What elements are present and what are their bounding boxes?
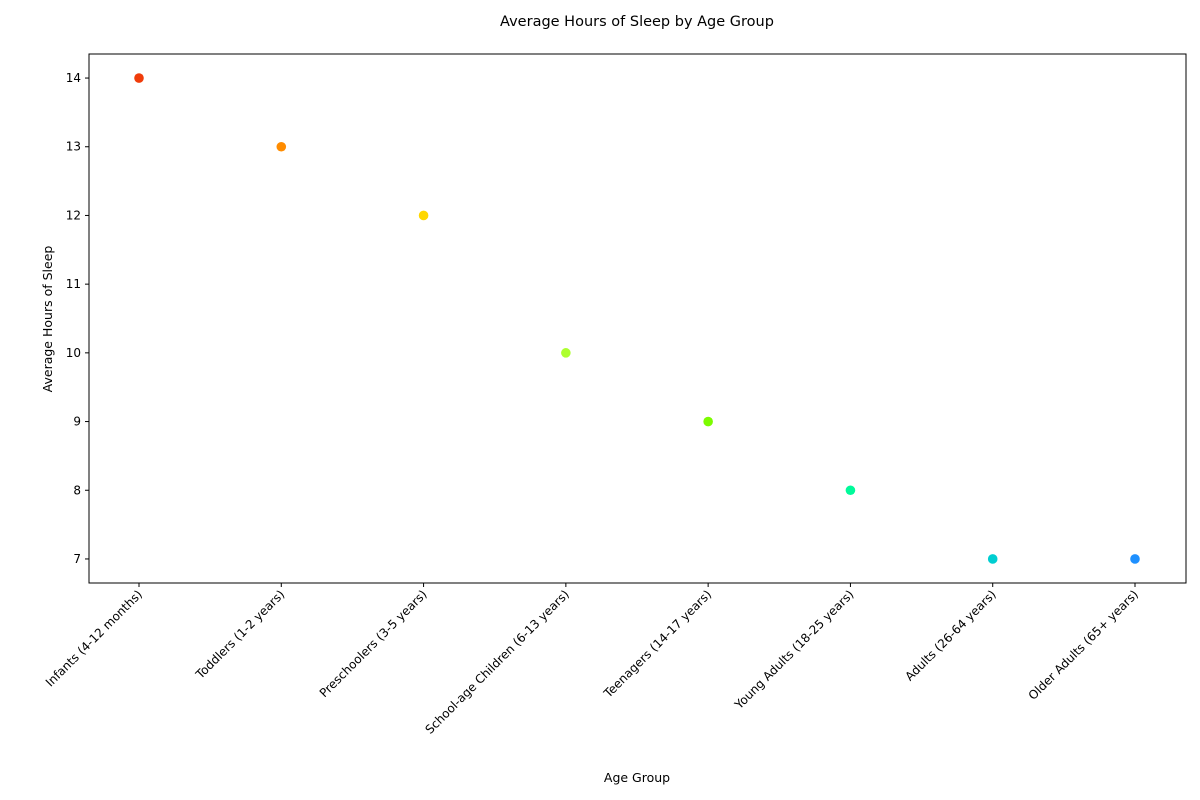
y-tick-label: 8: [73, 483, 81, 497]
y-tick-label: 13: [66, 140, 81, 154]
y-axis: 7 8 9 10 11 12 13 14: [66, 71, 89, 566]
y-tick-label: 7: [73, 552, 81, 566]
data-point: [134, 73, 144, 83]
data-point: [1130, 554, 1140, 564]
plot-frame: [88, 53, 1187, 584]
chart-title: Average Hours of Sleep by Age Group: [500, 14, 774, 30]
x-tick-label: Teenagers (14-17 years): [600, 587, 714, 701]
y-tick-label: 11: [66, 277, 81, 291]
y-tick-label: 14: [66, 71, 81, 85]
x-tick-label: Toddlers (1-2 years): [192, 587, 287, 682]
data-points: [134, 73, 1140, 564]
x-tick-label: Infants (4-12 months): [43, 587, 145, 689]
data-point: [845, 485, 856, 496]
data-point: [418, 210, 429, 221]
data-point: [987, 554, 998, 564]
x-axis: Infants (4-12 months) Toddlers (1-2 years…: [43, 583, 1141, 737]
y-axis-label: Average Hours of Sleep: [40, 246, 55, 393]
data-point: [276, 141, 287, 152]
data-point: [703, 416, 713, 427]
plot-area: [88, 53, 1187, 584]
x-tick-label: Preschoolers (3-5 years): [317, 587, 430, 700]
x-tick-label: Adults (26-64 years): [902, 587, 998, 683]
y-tick-label: 12: [66, 208, 81, 222]
x-tick-label: School-age Children (6-13 years): [422, 587, 572, 737]
y-tick-label: 10: [66, 346, 81, 360]
x-axis-label: Age Group: [604, 770, 670, 785]
data-point: [561, 348, 571, 358]
y-tick-label: 9: [73, 415, 81, 429]
x-tick-label: Young Adults (18-25 years): [731, 587, 856, 712]
x-tick-label: Older Adults (65+ years): [1026, 587, 1142, 703]
